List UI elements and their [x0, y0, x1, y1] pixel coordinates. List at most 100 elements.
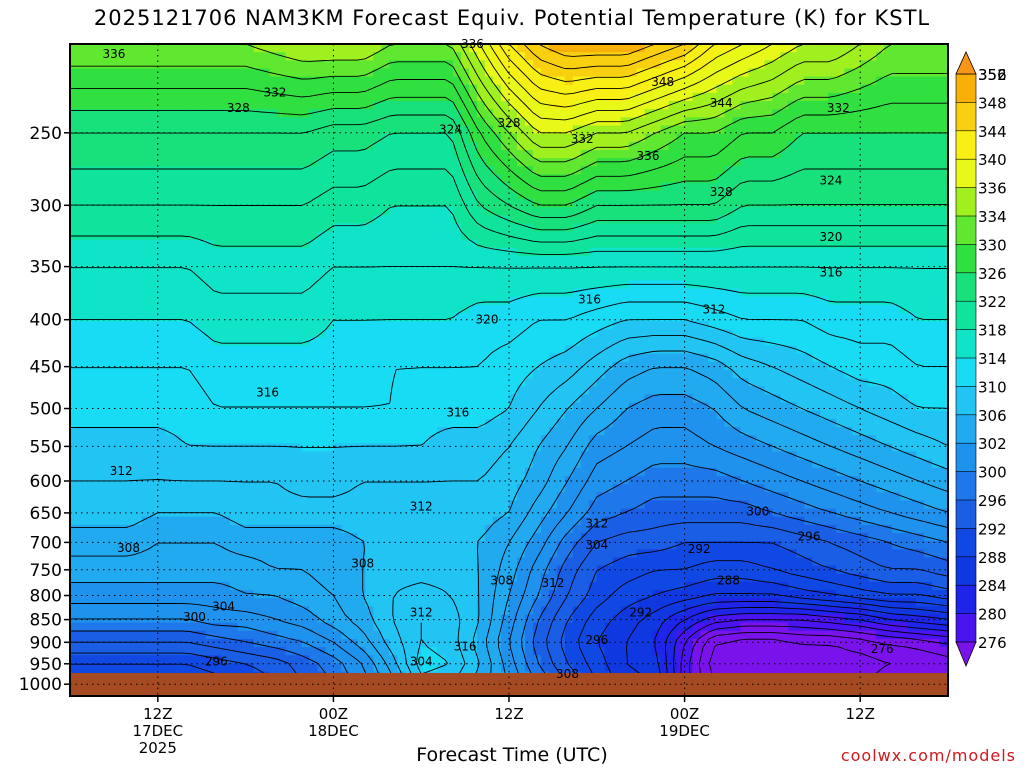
- heat-cell: [652, 68, 662, 78]
- heat-cell: [708, 158, 718, 167]
- heat-cell: [780, 141, 789, 151]
- heat-cell: [652, 109, 662, 118]
- heat-cell: [93, 166, 103, 175]
- heat-cell: [844, 231, 853, 241]
- heat-cell: [501, 353, 510, 363]
- heat-cell: [772, 353, 781, 363]
- heat-cell: [812, 60, 821, 70]
- heat-cell: [221, 190, 231, 200]
- heat-cell: [524, 92, 534, 102]
- heat-cell: [596, 345, 606, 355]
- heat-cell: [876, 149, 885, 159]
- heat-cell: [820, 174, 829, 184]
- heat-cell: [812, 223, 821, 233]
- heat-cell: [836, 141, 845, 151]
- heat-cell: [588, 402, 598, 412]
- heat-cell: [708, 272, 718, 281]
- heat-cell: [133, 117, 143, 127]
- heat-cell: [860, 207, 869, 216]
- heat-cell: [261, 321, 271, 330]
- heat-cell: [285, 198, 295, 208]
- heat-cell: [181, 223, 191, 233]
- heat-cell: [932, 149, 941, 159]
- heat-cell: [349, 52, 358, 61]
- heat-cell: [684, 68, 694, 78]
- heat-cell: [748, 264, 758, 273]
- heat-cell: [421, 44, 430, 53]
- heat-cell: [429, 345, 438, 355]
- heat-cell: [644, 109, 654, 118]
- heat-cell: [397, 264, 406, 273]
- heat-cell: [612, 370, 622, 379]
- heat-cell: [133, 141, 143, 151]
- heat-cell: [429, 158, 438, 167]
- heat-cell: [501, 182, 510, 192]
- heat-cell: [253, 76, 263, 86]
- heat-cell: [349, 345, 358, 355]
- heat-cell: [357, 223, 366, 233]
- heat-cell: [828, 304, 837, 314]
- heat-cell: [876, 141, 885, 151]
- heat-cell: [660, 288, 670, 298]
- heat-cell: [932, 304, 941, 314]
- heat-cell: [189, 133, 199, 143]
- heat-cell: [357, 141, 366, 151]
- heat-cell: [668, 321, 678, 330]
- heat-cell: [125, 149, 135, 159]
- heat-cell: [221, 272, 231, 281]
- heat-cell: [77, 272, 87, 281]
- heat-cell: [285, 44, 295, 53]
- heat-cell: [109, 247, 119, 257]
- heat-cell: [189, 247, 199, 257]
- heat-cell: [349, 125, 358, 135]
- heat-cell: [445, 321, 454, 330]
- heat-cell: [908, 141, 917, 151]
- heat-cell: [908, 247, 917, 257]
- heat-cell: [548, 370, 558, 379]
- heat-cell: [509, 182, 518, 192]
- heat-cell: [197, 345, 207, 355]
- heat-cell: [341, 174, 350, 184]
- heat-cell: [676, 149, 686, 159]
- heat-cell: [836, 345, 845, 355]
- heat-cell: [740, 109, 750, 118]
- heat-cell: [221, 52, 231, 61]
- heat-cell: [237, 378, 247, 387]
- heat-cell: [333, 84, 342, 94]
- heat-cell: [309, 345, 319, 355]
- heat-cell: [285, 215, 295, 224]
- heat-cell: [277, 410, 287, 420]
- heat-cell: [149, 345, 159, 355]
- heat-cell: [884, 255, 893, 265]
- heat-cell: [157, 353, 167, 363]
- heat-cell: [381, 247, 390, 257]
- heat-cell: [916, 239, 925, 249]
- heat-cell: [389, 231, 398, 241]
- heat-cell: [636, 370, 646, 379]
- heat-cell: [341, 76, 350, 86]
- heat-cell: [261, 133, 271, 143]
- heat-cell: [373, 101, 382, 110]
- heat-cell: [732, 386, 742, 396]
- heat-cell: [516, 288, 526, 298]
- heat-cell: [628, 321, 638, 330]
- heat-cell: [373, 109, 382, 118]
- heat-cell: [373, 386, 382, 396]
- heat-cell: [732, 174, 742, 184]
- heat-cell: [652, 345, 662, 355]
- heat-cell: [245, 247, 255, 257]
- heat-cell: [660, 133, 670, 143]
- heat-cell: [85, 378, 95, 387]
- heat-cell: [341, 198, 350, 208]
- heat-cell: [796, 231, 805, 241]
- heat-cell: [892, 198, 901, 208]
- heat-cell: [652, 52, 662, 61]
- heat-cell: [413, 239, 422, 249]
- heat-cell: [692, 272, 702, 281]
- heat-cell: [421, 117, 430, 127]
- heat-cell: [868, 207, 877, 216]
- heat-cell: [341, 109, 350, 118]
- heat-cell: [556, 101, 566, 110]
- heat-cell: [788, 353, 797, 363]
- heat-cell: [772, 101, 781, 110]
